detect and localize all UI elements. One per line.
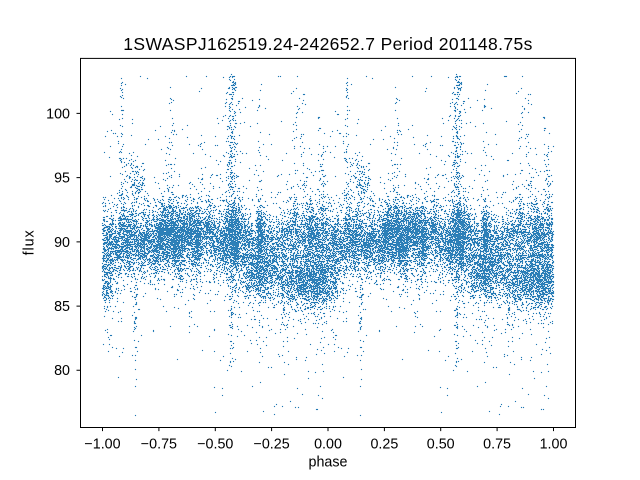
svg-text:90: 90 [54, 235, 70, 251]
svg-text:−0.50: −0.50 [197, 437, 233, 453]
svg-text:0.00: 0.00 [314, 437, 342, 453]
svg-text:−0.75: −0.75 [141, 437, 177, 453]
svg-text:−1.00: −1.00 [84, 437, 120, 453]
svg-text:0.75: 0.75 [483, 437, 511, 453]
svg-text:1.00: 1.00 [540, 437, 568, 453]
svg-text:−0.25: −0.25 [254, 437, 290, 453]
svg-text:phase: phase [309, 454, 348, 470]
svg-text:0.25: 0.25 [370, 437, 398, 453]
svg-text:0.50: 0.50 [427, 437, 455, 453]
svg-text:1SWASPJ162519.24-242652.7 Peri: 1SWASPJ162519.24-242652.7 Period 201148.… [123, 34, 532, 54]
svg-text:100: 100 [46, 106, 70, 122]
svg-text:flux: flux [22, 229, 38, 255]
svg-text:85: 85 [54, 299, 70, 315]
svg-text:80: 80 [54, 363, 70, 379]
svg-text:95: 95 [54, 171, 70, 187]
